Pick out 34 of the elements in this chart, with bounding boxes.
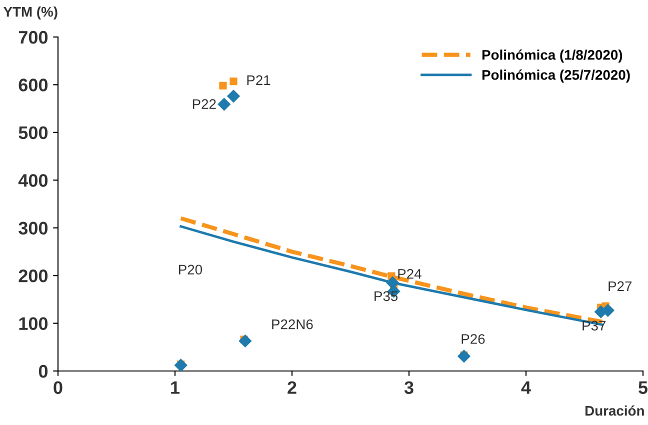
x-tick-label: 2 xyxy=(288,381,296,394)
annotation: P24 xyxy=(398,268,422,279)
point xyxy=(219,82,227,90)
point xyxy=(174,358,188,371)
x-tick-label: 1 xyxy=(171,381,180,394)
annotation: P22N6 xyxy=(272,319,313,330)
annotation: P35 xyxy=(374,291,398,302)
y-axis-title: YTM (%) xyxy=(3,6,58,20)
legend-label: Polinómica (25/7/2020) xyxy=(482,70,630,83)
annotation: P37 xyxy=(582,320,606,331)
y-tick-label: 600 xyxy=(18,78,48,92)
point xyxy=(238,334,252,348)
annotation: P20 xyxy=(178,264,202,275)
annotation: P21 xyxy=(247,75,270,85)
point xyxy=(226,90,240,103)
x-axis-title: Duración xyxy=(586,405,644,416)
annotation: P27 xyxy=(608,281,632,291)
y-tick-label: 700 xyxy=(18,30,48,44)
y-tick-label: 200 xyxy=(18,270,48,282)
y-tick-label: 0 xyxy=(38,364,48,378)
y-tick-label: 300 xyxy=(18,222,48,235)
y-tick-label: 100 xyxy=(19,317,48,330)
x-tick-label: 3 xyxy=(404,381,414,394)
y-tick-label: 500 xyxy=(18,126,48,140)
annotation: P26 xyxy=(462,334,485,344)
point xyxy=(457,350,471,363)
y-tick-label: 400 xyxy=(18,174,48,187)
point xyxy=(230,78,238,86)
x-tick-label: 4 xyxy=(521,381,531,394)
x-tick-label: 0 xyxy=(54,381,62,394)
x-tick-label: 5 xyxy=(638,381,648,394)
legend-label: Polinómica (1/8/2020) xyxy=(482,50,622,63)
point xyxy=(218,98,231,111)
annotation: P22 xyxy=(192,99,216,109)
